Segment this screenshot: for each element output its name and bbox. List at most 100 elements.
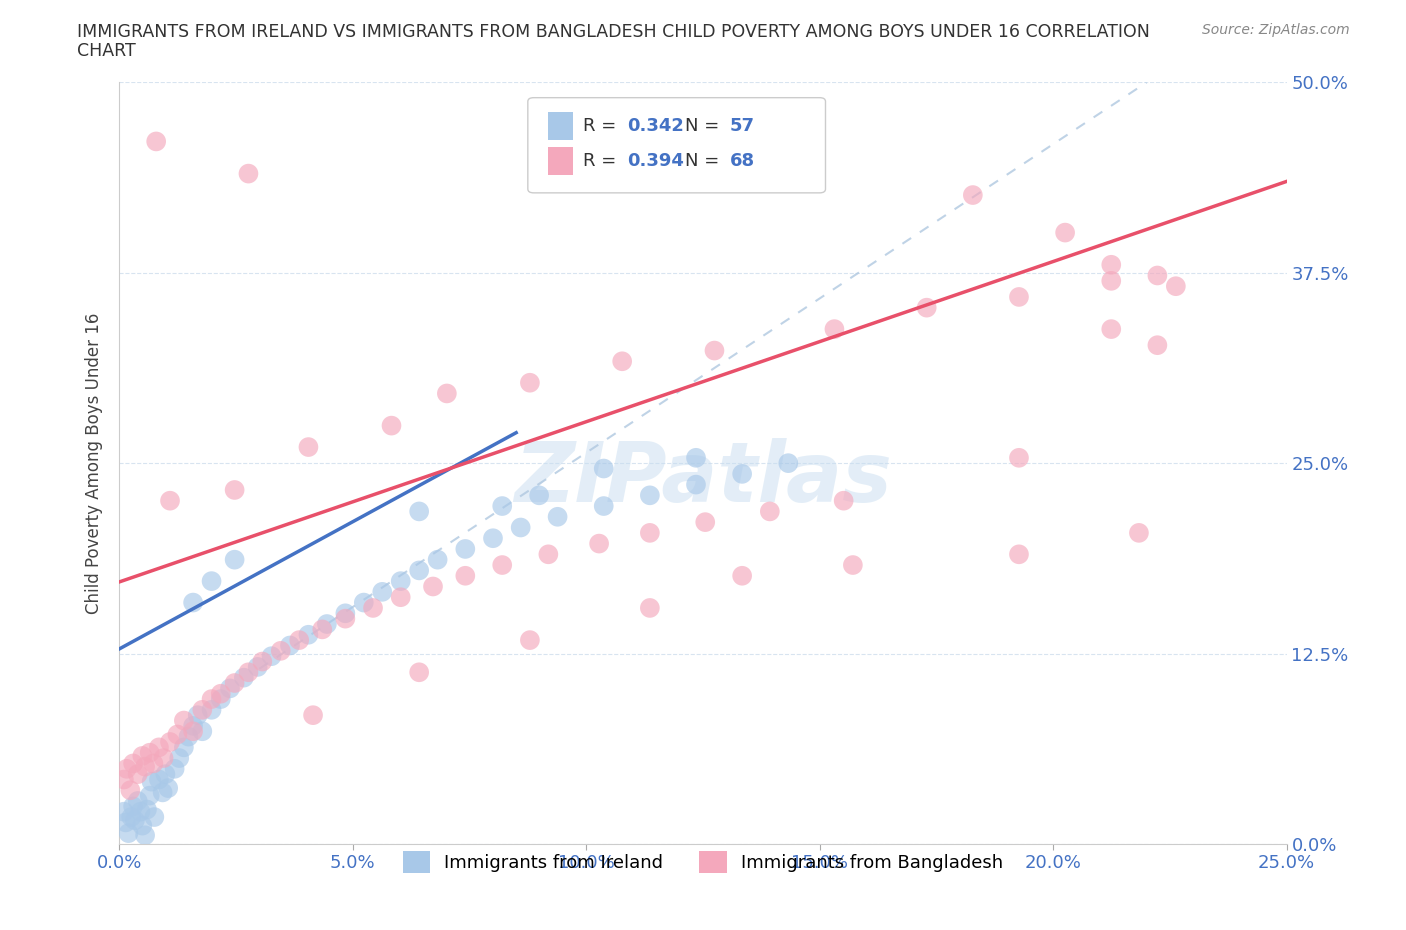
Point (120, 783, 142, 798)
Point (389, 574, 412, 589)
Point (159, 493, 181, 508)
Point (302, 708, 325, 723)
Point (638, 525, 661, 540)
Point (731, 467, 754, 482)
Text: CHART: CHART (77, 42, 136, 60)
Point (224, 675, 246, 690)
FancyBboxPatch shape (527, 98, 825, 193)
Text: N =: N = (685, 117, 725, 135)
Text: N =: N = (685, 152, 725, 170)
Point (1146, 338, 1168, 352)
Point (436, 386, 458, 401)
Point (157, 780, 180, 795)
Point (695, 514, 717, 529)
Point (408, 665, 430, 680)
Text: 0.394: 0.394 (627, 152, 683, 170)
Point (200, 692, 222, 707)
Point (134, 759, 156, 774)
Point (778, 456, 800, 471)
Point (152, 751, 174, 765)
Point (200, 702, 222, 717)
Point (191, 724, 214, 738)
Point (592, 461, 614, 476)
Point (148, 740, 170, 755)
Point (155, 766, 177, 781)
Point (1008, 289, 1031, 304)
Point (143, 810, 166, 825)
Point (173, 740, 195, 755)
Point (482, 531, 505, 546)
Point (219, 681, 242, 696)
Point (209, 692, 232, 707)
Point (588, 537, 610, 551)
Point (173, 713, 195, 728)
Point (138, 745, 160, 760)
Point (232, 671, 254, 685)
FancyBboxPatch shape (548, 113, 574, 140)
Point (1128, 525, 1150, 540)
Point (422, 579, 444, 594)
Point (152, 785, 174, 800)
Text: 57: 57 (730, 117, 755, 135)
Legend: Immigrants from Ireland, Immigrants from Bangladesh: Immigrants from Ireland, Immigrants from… (395, 844, 1011, 881)
Point (191, 702, 214, 717)
Point (166, 727, 188, 742)
Point (685, 477, 707, 492)
Point (177, 729, 200, 744)
Point (537, 547, 560, 562)
Point (134, 828, 156, 843)
Point (842, 558, 865, 573)
Point (638, 488, 661, 503)
Point (311, 622, 333, 637)
Point (145, 134, 167, 149)
Point (131, 749, 153, 764)
FancyBboxPatch shape (548, 147, 574, 175)
Y-axis label: Child Poverty Among Boys Under 16: Child Poverty Among Boys Under 16 (86, 312, 103, 614)
Point (1099, 322, 1122, 337)
Point (136, 802, 159, 817)
Point (224, 552, 246, 567)
Point (454, 568, 477, 583)
Point (547, 510, 569, 525)
Point (1164, 279, 1187, 294)
Text: 68: 68 (730, 152, 755, 170)
Point (129, 804, 152, 819)
Point (141, 774, 163, 789)
Point (527, 488, 550, 503)
Text: R =: R = (582, 117, 621, 135)
Point (181, 595, 204, 610)
Point (638, 601, 661, 616)
Point (209, 686, 232, 701)
Point (252, 654, 274, 669)
Point (1146, 268, 1168, 283)
Point (288, 632, 311, 647)
Point (454, 541, 477, 556)
Text: Source: ZipAtlas.com: Source: ZipAtlas.com (1202, 23, 1350, 37)
Text: R =: R = (582, 152, 621, 170)
Point (200, 574, 222, 589)
Point (238, 166, 260, 181)
Point (148, 772, 170, 787)
Point (759, 504, 782, 519)
Point (380, 418, 402, 433)
Point (823, 322, 845, 337)
Point (124, 813, 146, 828)
Point (117, 826, 139, 841)
Point (131, 818, 153, 833)
Point (122, 799, 145, 814)
Point (297, 440, 319, 455)
Text: ZIPatlas: ZIPatlas (515, 438, 891, 519)
Point (1008, 547, 1031, 562)
Point (159, 735, 181, 750)
Point (335, 605, 357, 620)
Point (138, 788, 160, 803)
Point (181, 724, 204, 738)
Point (335, 611, 357, 626)
Point (120, 810, 142, 825)
Point (612, 353, 634, 368)
Point (297, 628, 319, 643)
Point (122, 756, 145, 771)
Point (127, 793, 149, 808)
Point (353, 595, 375, 610)
Point (361, 601, 384, 616)
